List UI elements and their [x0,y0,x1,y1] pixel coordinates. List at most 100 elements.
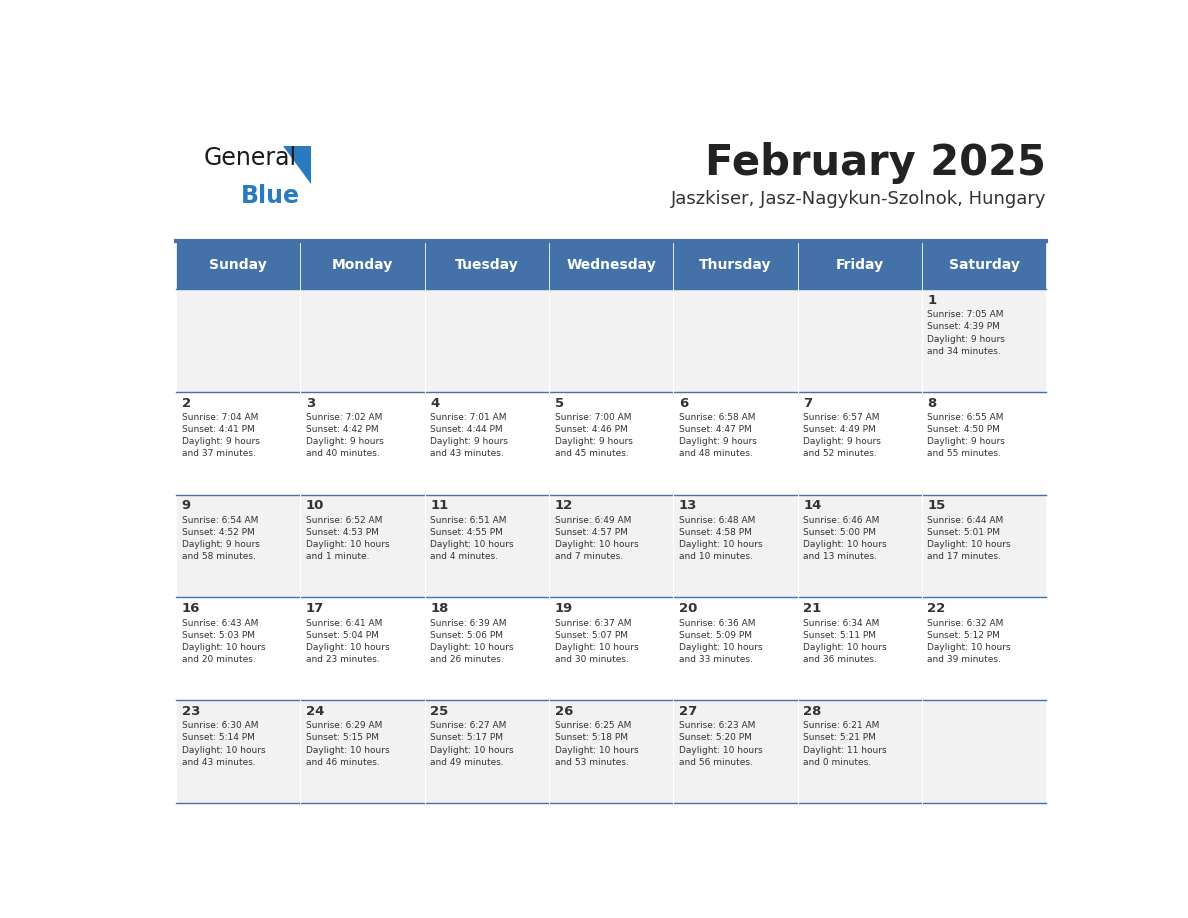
Text: 7: 7 [803,397,813,409]
Bar [549,495,674,598]
Text: February 2025: February 2025 [706,142,1047,184]
Bar [176,495,301,598]
Text: Blue: Blue [240,185,299,208]
Text: Sunrise: 6:57 AM
Sunset: 4:49 PM
Daylight: 9 hours
and 52 minutes.: Sunrise: 6:57 AM Sunset: 4:49 PM Dayligh… [803,413,881,458]
Bar [922,495,1047,598]
Text: Sunrise: 6:49 AM
Sunset: 4:57 PM
Daylight: 10 hours
and 7 minutes.: Sunrise: 6:49 AM Sunset: 4:57 PM Dayligh… [555,516,638,561]
Text: Sunrise: 6:37 AM
Sunset: 5:07 PM
Daylight: 10 hours
and 30 minutes.: Sunrise: 6:37 AM Sunset: 5:07 PM Dayligh… [555,619,638,664]
Bar [922,289,1047,392]
Text: Sunrise: 6:27 AM
Sunset: 5:17 PM
Daylight: 10 hours
and 49 minutes.: Sunrise: 6:27 AM Sunset: 5:17 PM Dayligh… [430,722,514,767]
Text: 3: 3 [307,397,315,409]
Bar [425,598,549,700]
Text: 11: 11 [430,499,449,512]
Bar [176,241,301,289]
Text: Tuesday: Tuesday [455,258,519,272]
Text: Sunrise: 6:21 AM
Sunset: 5:21 PM
Daylight: 11 hours
and 0 minutes.: Sunrise: 6:21 AM Sunset: 5:21 PM Dayligh… [803,722,886,767]
Text: 6: 6 [678,397,688,409]
Bar [176,700,301,803]
Bar [674,392,797,495]
Text: Sunrise: 6:41 AM
Sunset: 5:04 PM
Daylight: 10 hours
and 23 minutes.: Sunrise: 6:41 AM Sunset: 5:04 PM Dayligh… [307,619,390,664]
Text: 23: 23 [182,705,200,718]
Text: Sunrise: 6:23 AM
Sunset: 5:20 PM
Daylight: 10 hours
and 56 minutes.: Sunrise: 6:23 AM Sunset: 5:20 PM Dayligh… [678,722,763,767]
Text: 4: 4 [430,397,440,409]
Bar [549,392,674,495]
Bar [674,598,797,700]
Bar [797,700,922,803]
Bar [425,700,549,803]
Text: Sunrise: 7:02 AM
Sunset: 4:42 PM
Daylight: 9 hours
and 40 minutes.: Sunrise: 7:02 AM Sunset: 4:42 PM Dayligh… [307,413,384,458]
Bar [549,241,674,289]
Text: Sunrise: 6:39 AM
Sunset: 5:06 PM
Daylight: 10 hours
and 26 minutes.: Sunrise: 6:39 AM Sunset: 5:06 PM Dayligh… [430,619,514,664]
Text: 9: 9 [182,499,191,512]
Text: 27: 27 [678,705,697,718]
Text: 19: 19 [555,602,573,615]
Text: Sunrise: 6:51 AM
Sunset: 4:55 PM
Daylight: 10 hours
and 4 minutes.: Sunrise: 6:51 AM Sunset: 4:55 PM Dayligh… [430,516,514,561]
Text: Saturday: Saturday [948,258,1019,272]
Text: 18: 18 [430,602,449,615]
Text: 1: 1 [928,294,936,307]
Text: 16: 16 [182,602,200,615]
Text: Sunrise: 6:54 AM
Sunset: 4:52 PM
Daylight: 9 hours
and 58 minutes.: Sunrise: 6:54 AM Sunset: 4:52 PM Dayligh… [182,516,259,561]
Bar [425,495,549,598]
Text: Sunrise: 6:52 AM
Sunset: 4:53 PM
Daylight: 10 hours
and 1 minute.: Sunrise: 6:52 AM Sunset: 4:53 PM Dayligh… [307,516,390,561]
Bar [549,700,674,803]
Text: Wednesday: Wednesday [567,258,656,272]
Text: 13: 13 [678,499,697,512]
Text: Sunday: Sunday [209,258,267,272]
Text: Sunrise: 6:29 AM
Sunset: 5:15 PM
Daylight: 10 hours
and 46 minutes.: Sunrise: 6:29 AM Sunset: 5:15 PM Dayligh… [307,722,390,767]
Text: 12: 12 [555,499,573,512]
Bar [425,392,549,495]
Text: Sunrise: 6:58 AM
Sunset: 4:47 PM
Daylight: 9 hours
and 48 minutes.: Sunrise: 6:58 AM Sunset: 4:47 PM Dayligh… [678,413,757,458]
Text: General: General [204,145,297,170]
Bar [674,700,797,803]
Text: Sunrise: 7:04 AM
Sunset: 4:41 PM
Daylight: 9 hours
and 37 minutes.: Sunrise: 7:04 AM Sunset: 4:41 PM Dayligh… [182,413,259,458]
Text: Sunrise: 6:36 AM
Sunset: 5:09 PM
Daylight: 10 hours
and 33 minutes.: Sunrise: 6:36 AM Sunset: 5:09 PM Dayligh… [678,619,763,664]
Text: Sunrise: 6:44 AM
Sunset: 5:01 PM
Daylight: 10 hours
and 17 minutes.: Sunrise: 6:44 AM Sunset: 5:01 PM Dayligh… [928,516,1011,561]
Bar [922,241,1047,289]
Text: 26: 26 [555,705,573,718]
Bar [301,392,424,495]
Bar [674,289,797,392]
Bar [549,598,674,700]
Bar [301,289,424,392]
Text: Thursday: Thursday [700,258,772,272]
Bar [425,241,549,289]
Bar [922,700,1047,803]
Text: 20: 20 [678,602,697,615]
Text: 2: 2 [182,397,191,409]
Bar [797,495,922,598]
Text: Sunrise: 7:00 AM
Sunset: 4:46 PM
Daylight: 9 hours
and 45 minutes.: Sunrise: 7:00 AM Sunset: 4:46 PM Dayligh… [555,413,632,458]
Bar [176,289,301,392]
Text: 5: 5 [555,397,563,409]
Text: 14: 14 [803,499,821,512]
Text: 15: 15 [928,499,946,512]
Text: 17: 17 [307,602,324,615]
Text: 22: 22 [928,602,946,615]
Text: 24: 24 [307,705,324,718]
Text: 25: 25 [430,705,449,718]
Polygon shape [283,145,310,185]
Bar [301,495,424,598]
Text: Sunrise: 6:48 AM
Sunset: 4:58 PM
Daylight: 10 hours
and 10 minutes.: Sunrise: 6:48 AM Sunset: 4:58 PM Dayligh… [678,516,763,561]
Bar [674,241,797,289]
Text: Sunrise: 6:30 AM
Sunset: 5:14 PM
Daylight: 10 hours
and 43 minutes.: Sunrise: 6:30 AM Sunset: 5:14 PM Dayligh… [182,722,265,767]
Bar [797,392,922,495]
Text: Monday: Monday [331,258,393,272]
Text: 28: 28 [803,705,821,718]
Bar [797,598,922,700]
Text: Sunrise: 6:32 AM
Sunset: 5:12 PM
Daylight: 10 hours
and 39 minutes.: Sunrise: 6:32 AM Sunset: 5:12 PM Dayligh… [928,619,1011,664]
Bar [674,495,797,598]
Bar [922,598,1047,700]
Bar [176,392,301,495]
Bar [922,392,1047,495]
Bar [301,700,424,803]
Bar [797,289,922,392]
Bar [301,241,424,289]
Text: Jaszkiser, Jasz-Nagykun-Szolnok, Hungary: Jaszkiser, Jasz-Nagykun-Szolnok, Hungary [671,190,1047,208]
Text: Sunrise: 6:43 AM
Sunset: 5:03 PM
Daylight: 10 hours
and 20 minutes.: Sunrise: 6:43 AM Sunset: 5:03 PM Dayligh… [182,619,265,664]
Text: Sunrise: 6:46 AM
Sunset: 5:00 PM
Daylight: 10 hours
and 13 minutes.: Sunrise: 6:46 AM Sunset: 5:00 PM Dayligh… [803,516,886,561]
Text: 10: 10 [307,499,324,512]
Bar [797,241,922,289]
Text: Sunrise: 6:25 AM
Sunset: 5:18 PM
Daylight: 10 hours
and 53 minutes.: Sunrise: 6:25 AM Sunset: 5:18 PM Dayligh… [555,722,638,767]
Bar [425,289,549,392]
